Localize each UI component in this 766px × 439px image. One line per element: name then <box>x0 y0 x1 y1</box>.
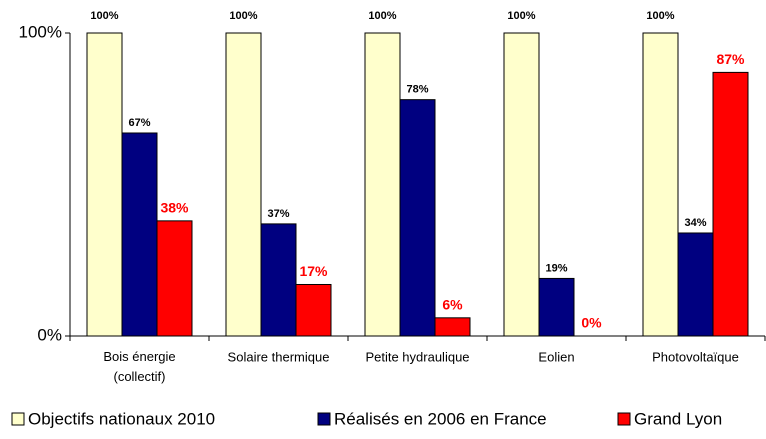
legend-label: Grand Lyon <box>634 409 722 428</box>
x-tick-label: Solaire thermique <box>228 349 330 364</box>
bar <box>225 32 262 337</box>
x-tick-label: Bois énergie (collectif) <box>103 349 175 384</box>
value-label: 6% <box>442 297 463 313</box>
value-label: 17% <box>299 263 328 279</box>
value-label: 34% <box>684 217 706 229</box>
y-tick-label: 0% <box>37 325 62 344</box>
value-label: 19% <box>545 262 567 274</box>
value-label: 87% <box>716 51 745 67</box>
bar <box>538 277 575 337</box>
value-label: 67% <box>128 117 150 129</box>
legend-swatch <box>617 412 631 426</box>
value-label: 37% <box>267 208 289 220</box>
legend-swatch <box>11 412 25 426</box>
legend-swatch <box>317 412 331 426</box>
x-tick-label: Eolien <box>538 349 574 364</box>
value-label: 0% <box>581 315 602 331</box>
bar <box>642 32 679 337</box>
x-tick-label: Petite hydraulique <box>365 349 469 364</box>
bar <box>121 132 158 337</box>
bar <box>399 99 436 337</box>
bar <box>260 223 297 337</box>
value-label: 78% <box>406 84 428 96</box>
x-tick-label: Photovoltaïque <box>652 349 739 364</box>
bar <box>503 32 540 337</box>
bar <box>295 283 332 337</box>
y-tick-label: 100% <box>19 22 62 41</box>
legend-label: Réalisés en 2006 en France <box>334 409 547 428</box>
bar <box>156 220 193 337</box>
value-label: 100% <box>90 10 118 22</box>
value-label: 100% <box>646 10 674 22</box>
value-label: 100% <box>507 10 535 22</box>
value-label: 100% <box>368 10 396 22</box>
bar <box>434 317 471 337</box>
bar <box>712 71 749 337</box>
bar <box>86 32 123 337</box>
value-label: 38% <box>160 200 189 216</box>
legend-label: Objectifs nationaux 2010 <box>28 409 215 428</box>
value-label: 100% <box>229 10 257 22</box>
bar <box>364 32 401 337</box>
bar <box>677 232 714 337</box>
